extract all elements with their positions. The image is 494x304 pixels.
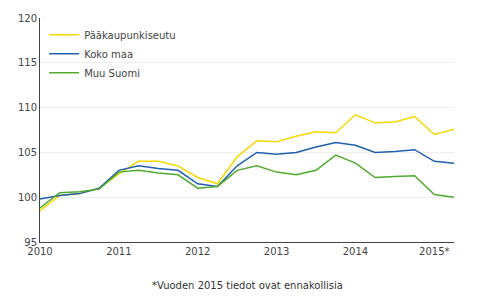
svg-text:2015*: 2015* bbox=[419, 246, 449, 257]
svg-text:2013: 2013 bbox=[264, 246, 289, 257]
svg-text:110: 110 bbox=[18, 102, 37, 113]
svg-text:Koko maa: Koko maa bbox=[84, 49, 133, 60]
svg-text:*Vuoden 2015 tiedot ovat ennak: *Vuoden 2015 tiedot ovat ennakollisia bbox=[152, 280, 343, 291]
svg-text:105: 105 bbox=[18, 147, 37, 158]
svg-text:120: 120 bbox=[18, 13, 37, 24]
svg-text:2010: 2010 bbox=[27, 246, 52, 257]
svg-text:2014: 2014 bbox=[343, 246, 368, 257]
svg-text:115: 115 bbox=[18, 57, 37, 68]
svg-text:95: 95 bbox=[24, 237, 37, 248]
svg-text:2012: 2012 bbox=[185, 246, 210, 257]
svg-text:100: 100 bbox=[18, 192, 37, 203]
svg-text:Muu Suomi: Muu Suomi bbox=[84, 68, 140, 79]
svg-text:Pääkaupunkiseutu: Pääkaupunkiseutu bbox=[84, 30, 175, 41]
svg-text:2011: 2011 bbox=[106, 246, 131, 257]
